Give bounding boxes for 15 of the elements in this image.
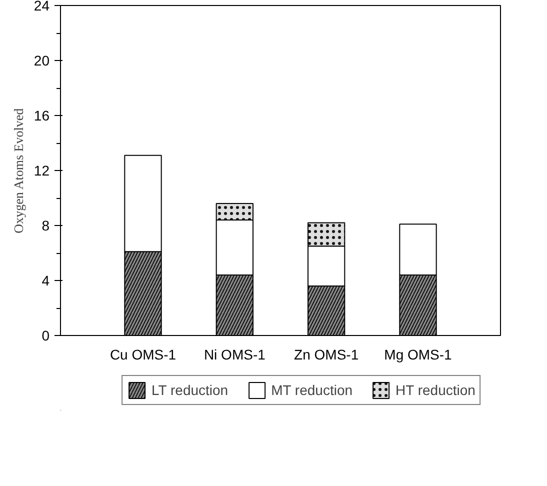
x-tick-label: Ni OMS-1 [204,346,266,362]
y-tick-label: 4 [42,272,50,288]
y-axis-title: Oxygen Atoms Evolved [10,108,26,234]
y-tick-label: 24 [34,0,50,14]
legend-label: HT reduction [396,382,476,398]
y-tick-label: 0 [42,328,50,344]
x-tick-label: Mg OMS-1 [384,346,452,362]
y-tick-label: 12 [34,162,50,178]
y-tick-label: 20 [34,52,50,68]
y-tick-label: 8 [42,218,50,234]
legend-label: MT reduction [271,382,353,398]
x-tick-label: Cu OMS-1 [110,346,176,362]
y-tick-label: 16 [34,108,50,124]
x-tick-label: Zn OMS-1 [294,346,359,362]
legend-label: LT reduction [152,382,228,398]
